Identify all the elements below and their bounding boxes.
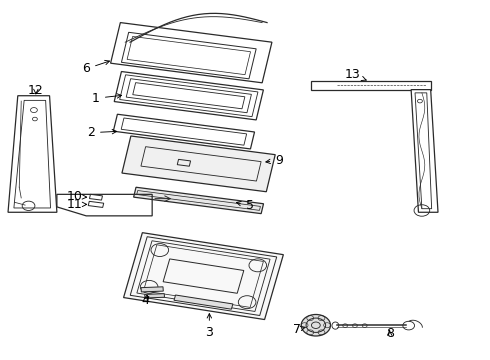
Polygon shape [113, 114, 254, 149]
Circle shape [301, 315, 331, 336]
Polygon shape [145, 294, 165, 298]
Text: 10: 10 [67, 190, 87, 203]
Text: 4: 4 [142, 294, 149, 307]
Polygon shape [174, 295, 233, 309]
Text: 8: 8 [386, 327, 393, 340]
Polygon shape [111, 23, 272, 83]
Text: 13: 13 [344, 68, 366, 81]
Text: 6: 6 [82, 60, 109, 75]
Text: 5: 5 [237, 199, 254, 212]
Text: 2: 2 [87, 126, 117, 139]
Bar [326, 84, 331, 87]
Text: 9: 9 [266, 154, 283, 167]
Text: 11: 11 [67, 198, 87, 211]
Text: 3: 3 [205, 314, 213, 339]
Text: 12: 12 [28, 84, 44, 97]
Polygon shape [411, 90, 438, 212]
Polygon shape [8, 96, 57, 212]
Polygon shape [114, 72, 264, 120]
Polygon shape [134, 187, 264, 213]
Polygon shape [141, 287, 163, 292]
Bar [314, 84, 322, 87]
Text: 1: 1 [92, 92, 122, 105]
Text: 7: 7 [293, 323, 305, 336]
Polygon shape [122, 136, 275, 192]
Polygon shape [311, 81, 431, 90]
Polygon shape [123, 233, 283, 320]
